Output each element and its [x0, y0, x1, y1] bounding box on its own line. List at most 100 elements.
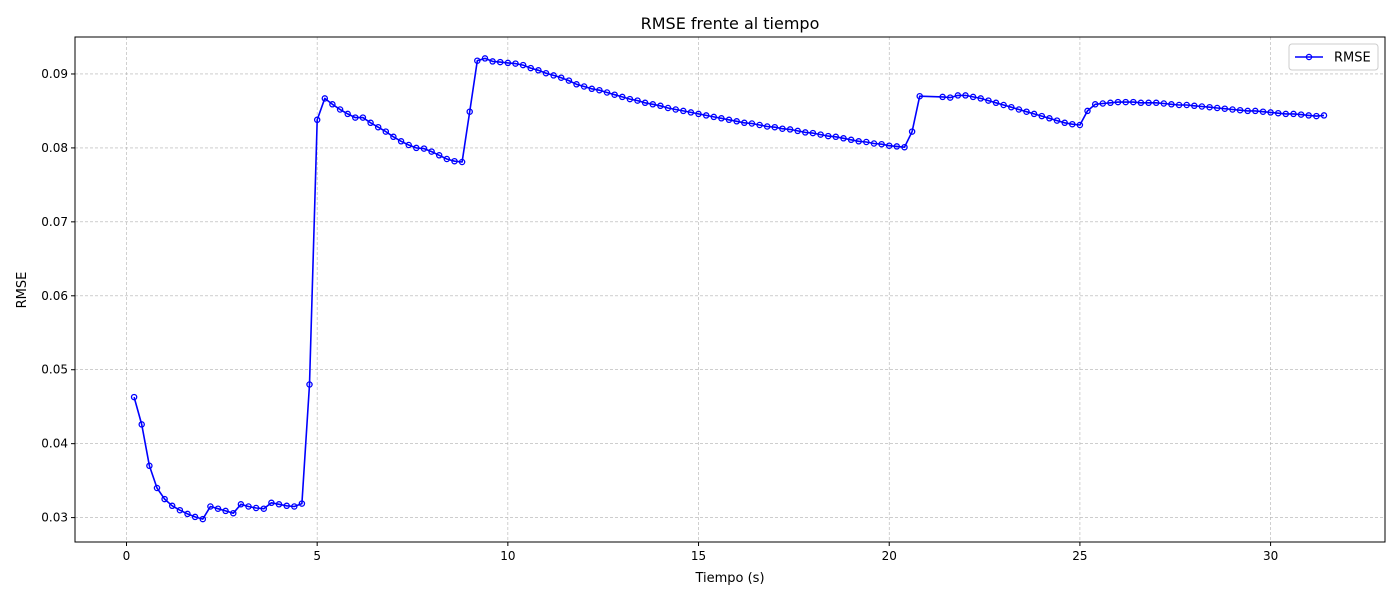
data-point — [1221, 105, 1229, 112]
data-point — [268, 499, 275, 507]
data-point — [359, 114, 367, 121]
data-point — [664, 104, 672, 112]
data-point — [413, 144, 420, 152]
data-point — [946, 94, 954, 101]
data-point — [565, 77, 573, 84]
data-point — [230, 509, 237, 517]
data-point — [794, 127, 801, 135]
data-point — [329, 101, 336, 108]
data-point — [1061, 119, 1068, 127]
data-point — [199, 515, 207, 523]
data-point — [1000, 101, 1007, 109]
data-point — [245, 503, 252, 510]
data-point — [336, 106, 344, 113]
data-point — [1259, 108, 1267, 115]
data-point — [390, 133, 397, 141]
data-point — [1198, 103, 1206, 110]
data-point — [207, 503, 214, 510]
chart-title: RMSE frente al tiempo — [641, 14, 820, 33]
data-point — [237, 501, 245, 508]
data-point — [519, 61, 527, 69]
x-tick-label: 10 — [500, 549, 515, 563]
y-tick-label: 0.09 — [41, 67, 68, 81]
data-point — [291, 503, 298, 510]
data-point — [313, 116, 321, 124]
data-point — [474, 57, 481, 64]
data-point — [763, 123, 771, 130]
data-point — [1046, 115, 1053, 122]
data-point — [893, 143, 901, 150]
data-point — [146, 462, 153, 470]
data-point — [847, 136, 855, 144]
data-point — [1282, 110, 1290, 118]
data-point — [176, 506, 184, 514]
data-point — [153, 484, 161, 492]
data-point — [657, 102, 664, 110]
data-point — [1305, 112, 1312, 119]
data-point — [908, 128, 916, 135]
data-point — [451, 157, 458, 165]
data-point — [214, 505, 222, 512]
x-tick-label: 15 — [691, 549, 706, 563]
data-point — [1122, 98, 1129, 106]
data-point — [260, 505, 268, 512]
data-point — [992, 99, 1000, 107]
data-point — [443, 155, 451, 163]
data-point — [702, 112, 710, 119]
data-point — [1137, 99, 1145, 107]
data-point — [596, 86, 603, 94]
data-point — [741, 119, 748, 127]
data-point — [588, 85, 596, 93]
data-point — [1290, 110, 1297, 118]
data-point — [1206, 103, 1213, 111]
data-point — [802, 129, 809, 136]
data-point — [504, 59, 512, 67]
data-point — [1030, 110, 1038, 118]
data-point — [824, 132, 832, 140]
data-point — [298, 500, 306, 507]
data-point — [405, 141, 412, 149]
y-tick-label: 0.06 — [41, 289, 68, 303]
data-point — [489, 58, 496, 65]
legend-marker-swatch — [1305, 53, 1313, 61]
legend-label-rmse: RMSE — [1334, 51, 1371, 66]
y-tick-label: 0.05 — [41, 363, 68, 377]
data-point — [275, 501, 283, 508]
data-point — [1313, 112, 1320, 120]
y-axis-ticks: 0.03 0.04 0.05 0.06 0.07 0.08 0.09 — [41, 67, 75, 525]
data-point — [718, 115, 725, 122]
data-point — [1244, 107, 1251, 115]
data-point — [1252, 107, 1259, 115]
data-point — [184, 510, 191, 518]
data-point — [756, 121, 763, 129]
x-tick-label: 5 — [313, 549, 321, 563]
data-point — [1130, 98, 1137, 106]
data-point — [1320, 112, 1328, 119]
data-point — [1168, 101, 1175, 108]
data-point — [1274, 109, 1282, 117]
data-point — [619, 93, 626, 101]
data-point — [1160, 100, 1168, 107]
data-point — [374, 123, 382, 131]
data-point — [855, 138, 862, 145]
data-point — [138, 421, 145, 428]
data-point — [344, 110, 351, 118]
data-point — [1023, 108, 1030, 115]
data-point — [252, 504, 260, 512]
x-tick-label: 25 — [1072, 549, 1087, 563]
data-point — [687, 109, 695, 116]
data-point — [352, 114, 359, 121]
data-point — [733, 118, 740, 125]
data-point — [191, 513, 199, 521]
x-axis-ticks: 0 5 10 15 20 25 30 — [123, 542, 1278, 563]
x-tick-label: 30 — [1263, 549, 1278, 563]
data-point — [680, 107, 687, 115]
data-point — [1091, 101, 1099, 108]
data-point — [885, 142, 893, 149]
data-point — [832, 133, 840, 141]
data-point — [840, 135, 847, 142]
data-point — [1297, 111, 1305, 118]
data-point — [1114, 98, 1122, 106]
data-point — [542, 69, 550, 77]
data-point — [1107, 99, 1114, 107]
